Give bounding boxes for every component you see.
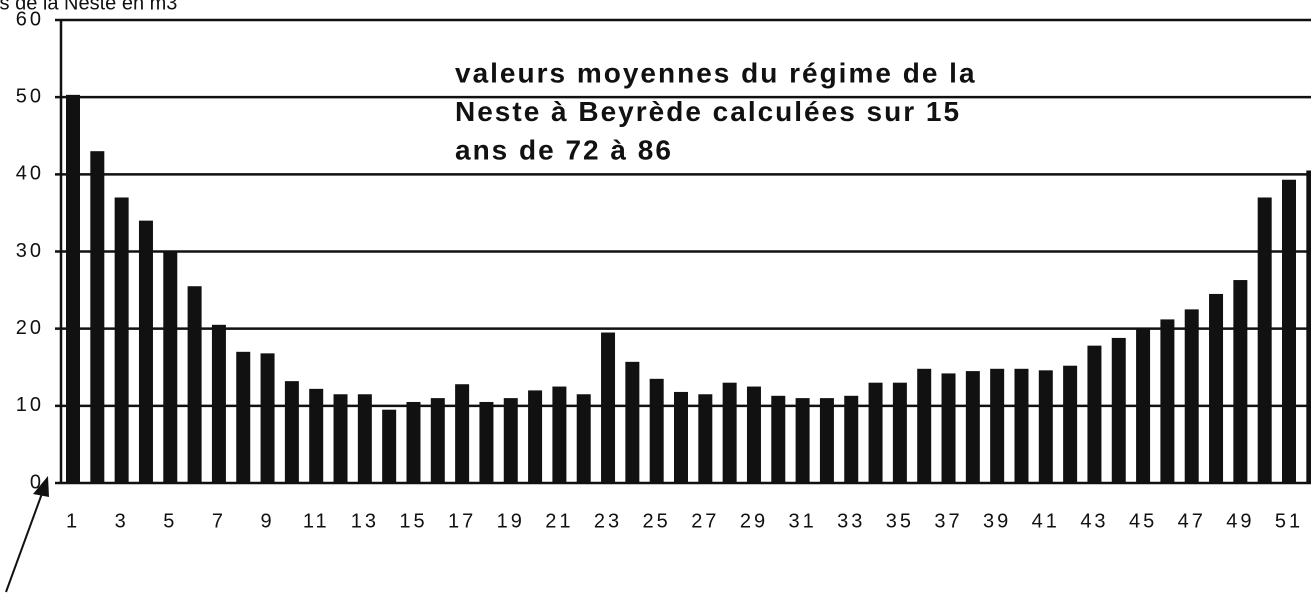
x-tick-label: 49 — [1226, 510, 1254, 532]
bar — [357, 394, 372, 483]
bar — [917, 368, 932, 483]
x-tick-label: 19 — [497, 510, 525, 532]
bar — [674, 391, 688, 483]
bar — [1257, 197, 1272, 483]
bar — [795, 398, 810, 483]
bar — [236, 351, 251, 483]
bar — [868, 382, 883, 483]
y-tick-label: 20 — [16, 317, 44, 339]
bar — [114, 197, 129, 483]
x-tick-label: 43 — [1080, 510, 1108, 532]
x-tick-label: 13 — [351, 510, 379, 532]
x-tick-label: 21 — [545, 510, 573, 532]
bar — [1014, 368, 1029, 483]
x-tick-label: 47 — [1178, 510, 1206, 532]
bar — [1160, 319, 1175, 483]
bar — [990, 368, 1005, 483]
bar — [479, 401, 494, 483]
bar — [819, 398, 834, 483]
annotation: ans de 72 à 86 — [455, 134, 673, 165]
bar — [1087, 345, 1102, 483]
x-tick-label: 15 — [399, 510, 427, 532]
arrow — [5, 487, 45, 593]
bar — [1282, 179, 1296, 484]
x-tick-label: 31 — [788, 510, 816, 532]
x-tick-label: 37 — [934, 510, 962, 532]
y-tick-label: 50 — [16, 85, 44, 107]
x-tick-label: 27 — [691, 510, 719, 532]
x-tick-label: 41 — [1032, 510, 1060, 532]
bar — [1209, 293, 1224, 483]
y-tick-label: 40 — [16, 163, 44, 185]
y-tick-label: 0 — [30, 471, 44, 493]
x-tick-label: 25 — [643, 510, 671, 532]
bar — [698, 394, 713, 483]
bar — [528, 390, 543, 483]
y-tick-label: 30 — [16, 240, 44, 262]
bar — [260, 353, 275, 483]
bar — [1038, 370, 1053, 483]
x-tick-label: 17 — [448, 510, 476, 532]
x-tick-label: 1 — [66, 510, 80, 532]
x-tick-label: 7 — [212, 510, 226, 532]
x-tick-label: 35 — [886, 510, 914, 532]
y-axis-label: ts de la Neste en m3 — [0, 0, 177, 14]
bar — [844, 395, 859, 483]
bar — [1184, 309, 1199, 483]
x-tick-label: 23 — [594, 510, 622, 532]
bar — [406, 401, 421, 483]
x-tick-label: 33 — [837, 510, 865, 532]
bar — [163, 251, 178, 483]
bar — [382, 409, 397, 483]
x-tick-label: 5 — [163, 510, 177, 532]
bar — [965, 371, 980, 483]
bar — [625, 361, 640, 483]
y-tick-label: 10 — [16, 394, 44, 416]
bar — [187, 286, 202, 483]
bar — [1111, 337, 1126, 483]
x-tick-label: 11 — [303, 510, 330, 532]
x-tick-label: 3 — [115, 510, 129, 532]
bar — [892, 382, 907, 483]
bar — [66, 94, 80, 483]
x-tick-label: 45 — [1129, 510, 1157, 532]
annotation: valeurs moyennes du régime de la — [455, 57, 977, 88]
bar — [552, 386, 567, 483]
bar — [284, 381, 299, 483]
bar — [138, 220, 153, 483]
bar — [1136, 328, 1151, 483]
bar — [576, 394, 591, 483]
x-tick-label: 51 — [1275, 510, 1303, 532]
bar — [455, 384, 470, 483]
bar — [430, 398, 445, 483]
bar — [1306, 170, 1311, 483]
y-tick-label: 60 — [16, 8, 44, 30]
bar — [90, 151, 105, 483]
bar — [1063, 365, 1078, 483]
x-tick-label: 39 — [983, 510, 1011, 532]
x-tick-label: 29 — [740, 510, 768, 532]
bar — [601, 332, 616, 483]
bar — [771, 395, 786, 483]
annotation: Neste à Beyrède calculées sur 15 — [455, 96, 961, 127]
bar — [503, 398, 518, 483]
bar — [333, 394, 348, 483]
bar — [211, 324, 226, 483]
bar — [649, 378, 664, 483]
arrow-head — [33, 476, 49, 497]
x-tick-label: 9 — [260, 510, 274, 532]
bar — [941, 373, 956, 483]
bar — [746, 386, 761, 483]
bar — [722, 382, 737, 483]
bar — [309, 388, 324, 483]
bar — [1233, 280, 1248, 483]
